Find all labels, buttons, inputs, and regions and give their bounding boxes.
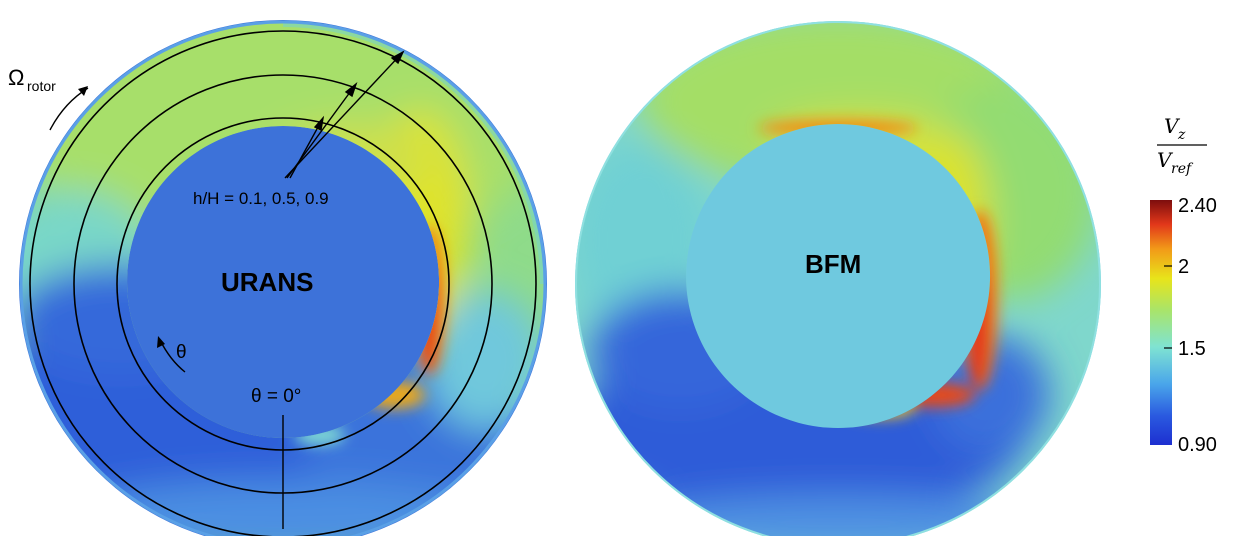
span-arrows: [284, 50, 405, 179]
urans-title: URANS: [221, 267, 313, 297]
rotor-subscript: rotor: [27, 78, 56, 94]
urans-panel: Ω rotor h/H = 0.1, 0.5, 0.9 URANS θ θ = …: [8, 20, 547, 536]
theta-arrow-head: [157, 336, 165, 348]
bfm-outer-edge: [575, 21, 1101, 536]
colorbar-gradient: [1150, 200, 1172, 445]
bfm-title: BFM: [805, 249, 861, 279]
span-label: h/H = 0.1, 0.5, 0.9: [193, 189, 329, 208]
theta-label: θ: [176, 342, 187, 363]
bfm-panel: BFM: [575, 21, 1101, 536]
colorbar-max-label: 2.40: [1178, 195, 1217, 217]
colorbar: V z V ref 2.40 2 1.5 0.90: [1150, 114, 1217, 456]
span-line-0.9: [29, 30, 537, 536]
rotor-omega-symbol: Ω: [8, 65, 24, 90]
colorbar-min-label: 0.90: [1178, 434, 1217, 456]
colorbar-tick-label-2: 2: [1178, 256, 1189, 278]
rotor-arrow-head: [78, 86, 88, 96]
colorbar-title-numerator: V: [1164, 114, 1181, 138]
theta-zero-label: θ = 0°: [251, 386, 301, 407]
colorbar-title-numerator-sub: z: [1177, 127, 1186, 143]
colorbar-title-denominator: V: [1157, 148, 1174, 172]
urans-outer-edge: [19, 20, 547, 536]
colorbar-tick-label-1.5: 1.5: [1178, 338, 1206, 360]
colorbar-title-denominator-sub: ref: [1171, 161, 1194, 177]
